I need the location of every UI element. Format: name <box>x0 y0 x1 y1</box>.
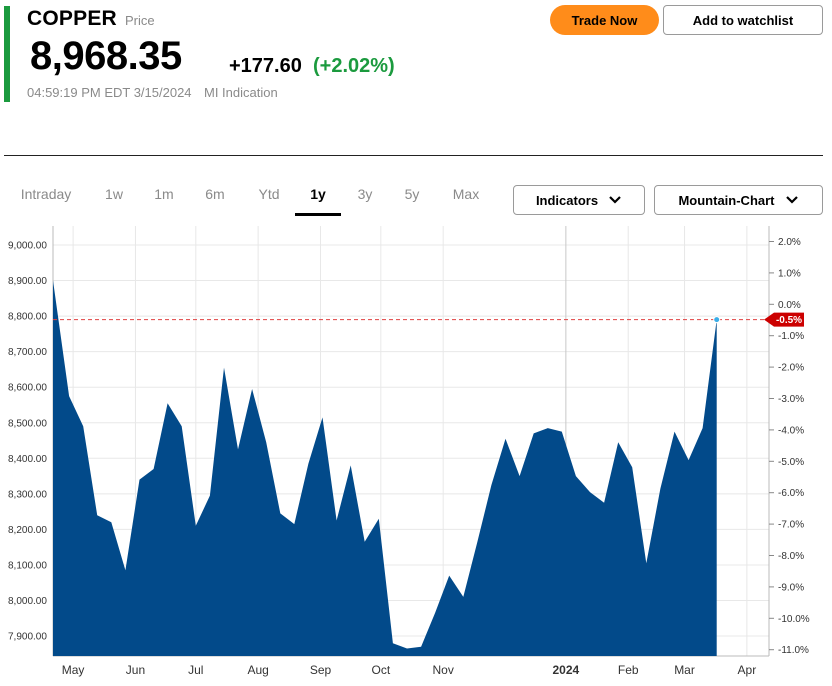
tab-3y[interactable]: 3y <box>357 186 373 202</box>
symbol-subtitle: Price <box>125 13 155 28</box>
x-tick-label: May <box>62 663 85 677</box>
chart-area-layer <box>53 280 717 656</box>
tab-intraday[interactable]: Intraday <box>20 186 72 202</box>
pct-tick-label: -5.0% <box>778 457 804 468</box>
y-tick-label: 9,000.00 <box>8 241 47 252</box>
last-price: 8,968.35 <box>30 34 182 78</box>
chevron-down-icon <box>785 196 798 204</box>
price-accent-bar <box>4 6 10 102</box>
price-chart[interactable]: 9,000.00 8,900.00 8,800.00 8,700.00 8,600.00… <box>0 226 832 686</box>
date-axis: May Jun Jul Aug Sep Oct Nov 2024 Feb Mar Apr <box>62 663 756 677</box>
quote-indication: MI Indication <box>204 85 278 100</box>
x-tick-label: Aug <box>247 663 268 677</box>
quote-timestamp: 04:59:19 PM EDT 3/15/2024 <box>27 85 192 100</box>
price-change-percent: (+2.02%) <box>313 55 395 77</box>
y-tick-label: 8,100.00 <box>8 560 47 571</box>
tab-max[interactable]: Max <box>452 186 480 202</box>
indicators-dropdown-label: Indicators <box>535 192 599 208</box>
trade-now-button[interactable]: Trade Now <box>550 5 659 35</box>
last-value-badge <box>764 312 804 327</box>
y-tick-label: 8,300.00 <box>8 489 47 500</box>
y-tick-label: 8,200.00 <box>8 525 47 536</box>
tab-1w[interactable]: 1w <box>105 186 123 202</box>
tab-6m[interactable]: 6m <box>205 186 225 202</box>
pct-tick-label: 0.0% <box>778 300 801 311</box>
last-value-badge-label: -0.5% <box>776 315 802 326</box>
add-to-watchlist-button[interactable]: Add to watchlist <box>663 5 823 35</box>
chevron-down-icon <box>609 196 621 204</box>
pct-tick-label: -9.0% <box>778 582 804 593</box>
y-tick-label: 8,000.00 <box>8 596 47 607</box>
pct-tick-label: -7.0% <box>778 520 804 531</box>
last-point-marker <box>713 316 721 324</box>
indicators-dropdown[interactable]: Indicators <box>513 185 645 215</box>
tab-1y[interactable]: 1y <box>295 184 341 216</box>
chart-type-dropdown[interactable]: Mountain-Chart <box>654 185 823 215</box>
price-axis: 9,000.00 8,900.00 8,800.00 8,700.00 8,600.00… <box>8 241 47 643</box>
pct-tick-label: -1.0% <box>778 331 804 342</box>
y-tick-label: 8,600.00 <box>8 383 47 394</box>
tab-ytd[interactable]: Ytd <box>258 186 280 202</box>
x-tick-label: Jul <box>188 663 203 677</box>
x-tick-label: Feb <box>618 663 639 677</box>
tab-1m[interactable]: 1m <box>154 186 174 202</box>
x-tick-label: Mar <box>674 663 695 677</box>
x-tick-label: Apr <box>738 663 757 677</box>
y-tick-label: 7,900.00 <box>8 632 47 643</box>
symbol-title: COPPER <box>27 7 117 30</box>
chart-overlay: -0.5% <box>53 312 804 327</box>
pct-tick-label: -3.0% <box>778 394 804 405</box>
x-tick-label: Oct <box>371 663 390 677</box>
pct-tick-label: -10.0% <box>778 614 810 625</box>
chart-type-dropdown-label: Mountain-Chart <box>678 192 775 208</box>
price-area-series <box>53 280 717 656</box>
pct-tick-label: -8.0% <box>778 551 804 562</box>
y-tick-label: 8,700.00 <box>8 347 47 358</box>
pct-tick-label: -4.0% <box>778 425 804 436</box>
x-tick-label: Sep <box>310 663 332 677</box>
y-tick-label: 8,400.00 <box>8 454 47 465</box>
pct-tick-label: 1.0% <box>778 268 801 279</box>
x-tick-label: 2024 <box>553 663 580 677</box>
price-change: +177.60 <box>229 55 302 77</box>
pct-tick-label: -6.0% <box>778 488 804 499</box>
y-tick-label: 8,500.00 <box>8 418 47 429</box>
header-divider <box>4 155 823 156</box>
tab-5y[interactable]: 5y <box>404 186 420 202</box>
pct-tick-label: -2.0% <box>778 363 804 374</box>
x-tick-label: Nov <box>433 663 454 677</box>
y-tick-label: 8,900.00 <box>8 276 47 287</box>
percent-axis: 2.0% 1.0% 0.0% -1.0% -2.0% -3.0% -4.0% -5.0% -6.… <box>769 237 810 656</box>
pct-tick-label: 2.0% <box>778 237 801 248</box>
pct-tick-label: -11.0% <box>778 645 809 656</box>
x-tick-label: Jun <box>126 663 145 677</box>
y-tick-label: 8,800.00 <box>8 312 47 323</box>
